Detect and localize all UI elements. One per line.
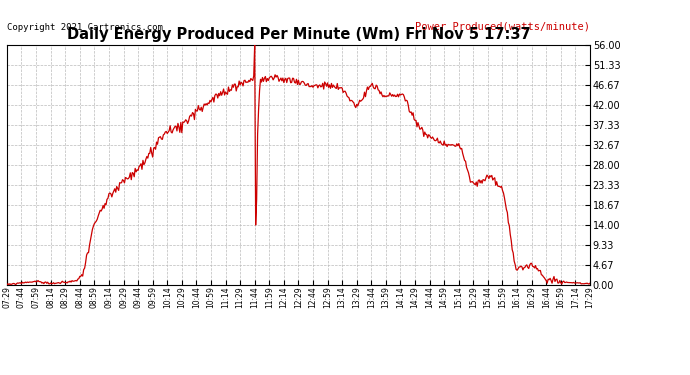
- Title: Daily Energy Produced Per Minute (Wm) Fri Nov 5 17:37: Daily Energy Produced Per Minute (Wm) Fr…: [67, 27, 530, 42]
- Text: Power Produced(watts/minute): Power Produced(watts/minute): [415, 22, 590, 32]
- Text: Copyright 2021 Cartronics.com: Copyright 2021 Cartronics.com: [7, 23, 163, 32]
